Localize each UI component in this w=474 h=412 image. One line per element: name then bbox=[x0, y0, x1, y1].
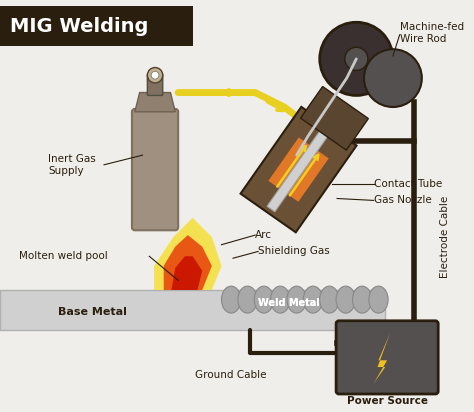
Polygon shape bbox=[164, 235, 212, 290]
FancyBboxPatch shape bbox=[147, 74, 163, 96]
Bar bbox=[0, 290, 385, 330]
Text: Power Source: Power Source bbox=[346, 396, 428, 406]
Text: MIG Welding: MIG Welding bbox=[9, 16, 148, 35]
Text: Base Metal: Base Metal bbox=[58, 307, 127, 317]
Ellipse shape bbox=[336, 286, 356, 313]
Text: Electrode Cable: Electrode Cable bbox=[440, 196, 450, 278]
Polygon shape bbox=[135, 93, 175, 112]
Ellipse shape bbox=[221, 286, 241, 313]
Ellipse shape bbox=[303, 286, 323, 313]
Text: Shielding Gas: Shielding Gas bbox=[258, 246, 330, 256]
Text: Weld Metal: Weld Metal bbox=[258, 297, 320, 307]
Polygon shape bbox=[268, 138, 329, 202]
Text: Arc: Arc bbox=[255, 230, 272, 240]
Ellipse shape bbox=[287, 286, 306, 313]
Circle shape bbox=[147, 68, 163, 83]
Ellipse shape bbox=[271, 286, 290, 313]
Ellipse shape bbox=[320, 286, 339, 313]
Ellipse shape bbox=[254, 286, 273, 313]
Ellipse shape bbox=[353, 286, 372, 313]
Text: Gas Nozzle: Gas Nozzle bbox=[374, 195, 431, 206]
Ellipse shape bbox=[369, 286, 388, 313]
Polygon shape bbox=[241, 107, 356, 232]
Text: Weld Metal: Weld Metal bbox=[258, 297, 320, 307]
Polygon shape bbox=[374, 333, 390, 384]
Text: Ground Cable: Ground Cable bbox=[195, 370, 267, 380]
Text: Molten weld pool: Molten weld pool bbox=[19, 251, 108, 261]
Circle shape bbox=[151, 71, 159, 79]
Circle shape bbox=[364, 49, 422, 107]
FancyBboxPatch shape bbox=[336, 321, 438, 394]
Text: Machine-fed
Wire Rod: Machine-fed Wire Rod bbox=[400, 22, 464, 44]
Bar bbox=[0, 6, 192, 46]
Polygon shape bbox=[154, 218, 221, 290]
Text: Contact Tube: Contact Tube bbox=[374, 179, 442, 189]
Circle shape bbox=[345, 47, 368, 70]
Polygon shape bbox=[172, 256, 202, 290]
FancyBboxPatch shape bbox=[132, 109, 178, 230]
Ellipse shape bbox=[238, 286, 257, 313]
Polygon shape bbox=[267, 104, 346, 212]
Circle shape bbox=[320, 22, 393, 96]
Text: Inert Gas
Supply: Inert Gas Supply bbox=[48, 154, 96, 176]
Polygon shape bbox=[301, 87, 368, 150]
